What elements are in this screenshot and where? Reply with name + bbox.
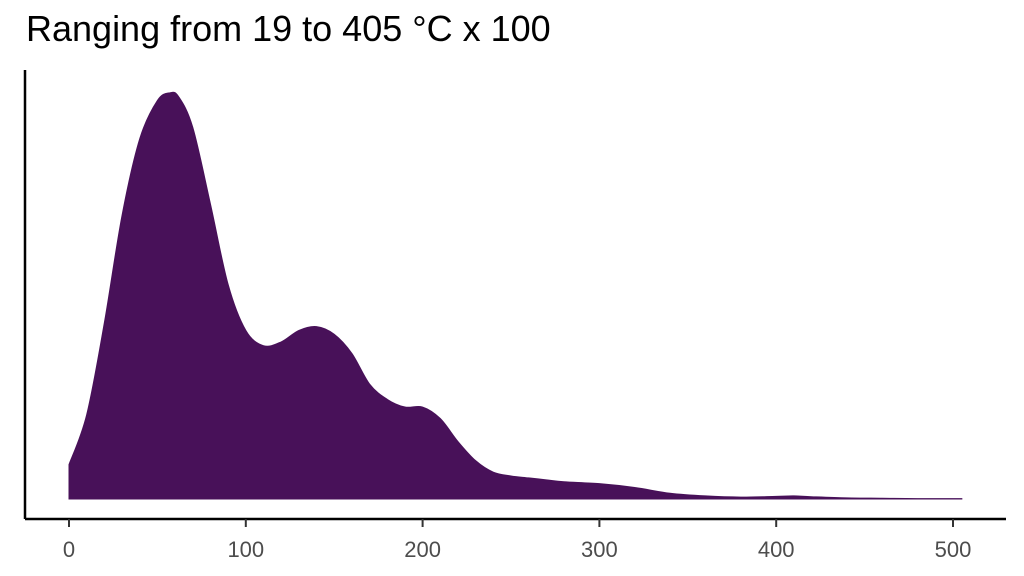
chart-title: Ranging from 19 to 405 °C x 100 xyxy=(26,8,551,49)
x-tick-label: 0 xyxy=(63,537,75,562)
density-area xyxy=(68,91,963,500)
x-tick-label: 200 xyxy=(404,537,441,562)
x-tick-label: 500 xyxy=(935,537,972,562)
x-tick-label: 300 xyxy=(581,537,618,562)
x-axis-ticks: 0 100 200 300 400 500 xyxy=(63,519,971,562)
x-tick-label: 400 xyxy=(758,537,795,562)
x-tick-label: 100 xyxy=(227,537,264,562)
